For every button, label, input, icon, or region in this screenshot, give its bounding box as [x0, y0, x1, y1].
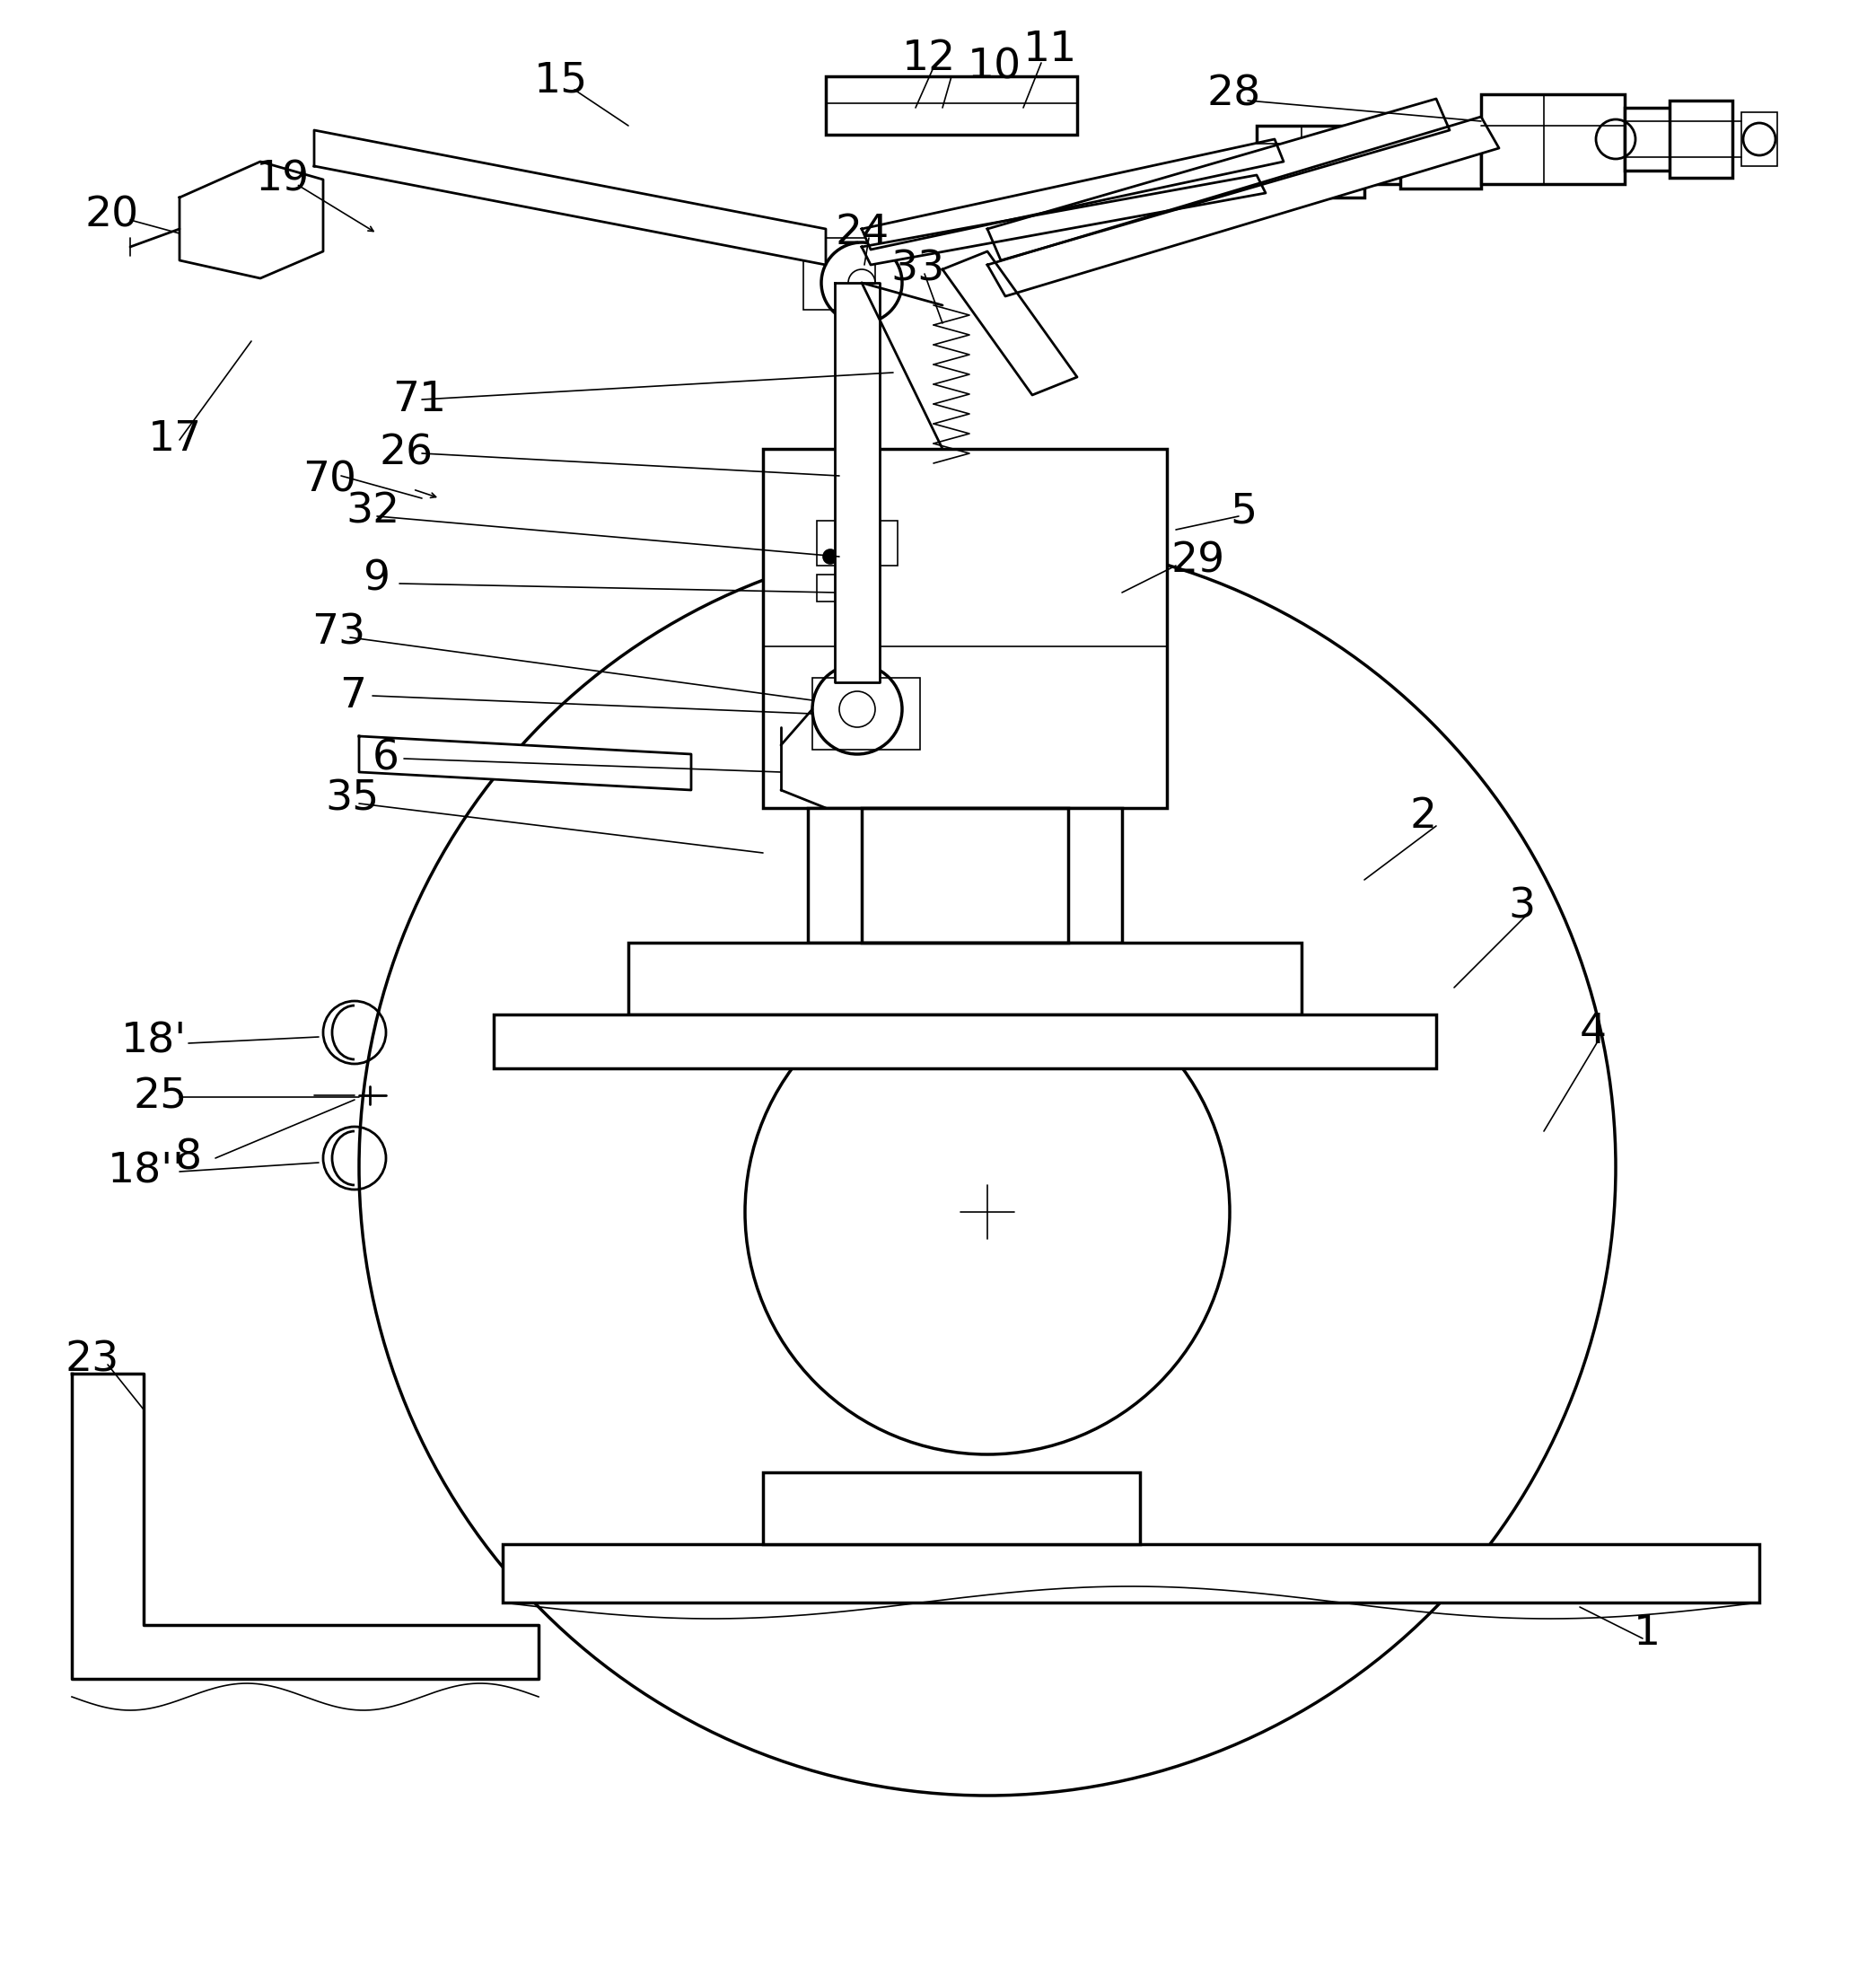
Text: 20: 20 — [84, 196, 139, 235]
Text: 4: 4 — [1580, 1012, 1608, 1053]
Text: 29: 29 — [1171, 541, 1225, 581]
Bar — [1364, 138, 1437, 184]
Bar — [816, 522, 897, 565]
Text: 23: 23 — [64, 1340, 118, 1381]
Text: 17: 17 — [148, 419, 203, 460]
Bar — [1399, 134, 1480, 188]
Text: 3: 3 — [1508, 887, 1535, 927]
Text: 73: 73 — [311, 613, 366, 654]
Bar — [809, 808, 1122, 943]
Bar — [493, 1014, 1437, 1069]
Circle shape — [824, 549, 837, 563]
Text: 9: 9 — [364, 559, 390, 599]
Text: 32: 32 — [345, 492, 400, 532]
Bar — [203, 231, 255, 255]
Text: 25: 25 — [133, 1077, 188, 1116]
Polygon shape — [835, 283, 880, 682]
Polygon shape — [861, 176, 1266, 265]
Bar — [861, 808, 1067, 943]
Text: 19: 19 — [255, 160, 310, 200]
Polygon shape — [358, 737, 690, 790]
Bar — [1625, 109, 1705, 170]
Polygon shape — [313, 130, 825, 265]
Polygon shape — [180, 162, 323, 279]
Text: 11: 11 — [1022, 30, 1077, 69]
Bar — [1257, 126, 1364, 198]
Bar — [203, 202, 255, 225]
Bar — [825, 77, 1077, 134]
Text: 5: 5 — [1231, 492, 1257, 532]
Text: 71: 71 — [392, 379, 446, 419]
Bar — [1480, 95, 1625, 184]
Bar — [1741, 113, 1777, 166]
Text: 1: 1 — [1634, 1614, 1660, 1654]
Polygon shape — [987, 117, 1499, 296]
Bar — [628, 943, 1302, 1014]
Bar — [812, 678, 919, 749]
Bar — [816, 575, 854, 601]
Polygon shape — [71, 1373, 538, 1680]
Polygon shape — [987, 99, 1450, 261]
Text: 18'': 18'' — [107, 1152, 186, 1192]
Text: 7: 7 — [340, 676, 366, 715]
Text: 8: 8 — [174, 1138, 203, 1178]
Bar — [803, 237, 876, 310]
Text: 28: 28 — [1208, 73, 1261, 115]
Polygon shape — [861, 138, 1283, 249]
Text: 18': 18' — [122, 1022, 188, 1061]
Text: 2: 2 — [1409, 796, 1437, 838]
Circle shape — [188, 211, 197, 219]
Text: 24: 24 — [835, 213, 889, 253]
Polygon shape — [942, 251, 1077, 395]
Text: 10: 10 — [968, 47, 1022, 87]
Text: 6: 6 — [373, 739, 400, 779]
Bar — [764, 449, 1167, 808]
Text: 15: 15 — [535, 61, 589, 101]
Text: 33: 33 — [891, 249, 944, 290]
Text: 26: 26 — [379, 433, 433, 474]
Text: 70: 70 — [302, 460, 356, 500]
Bar — [503, 1543, 1760, 1603]
Text: 35: 35 — [325, 779, 379, 820]
Text: 12: 12 — [902, 38, 957, 79]
Bar — [1670, 101, 1732, 178]
Bar — [764, 1472, 1141, 1543]
